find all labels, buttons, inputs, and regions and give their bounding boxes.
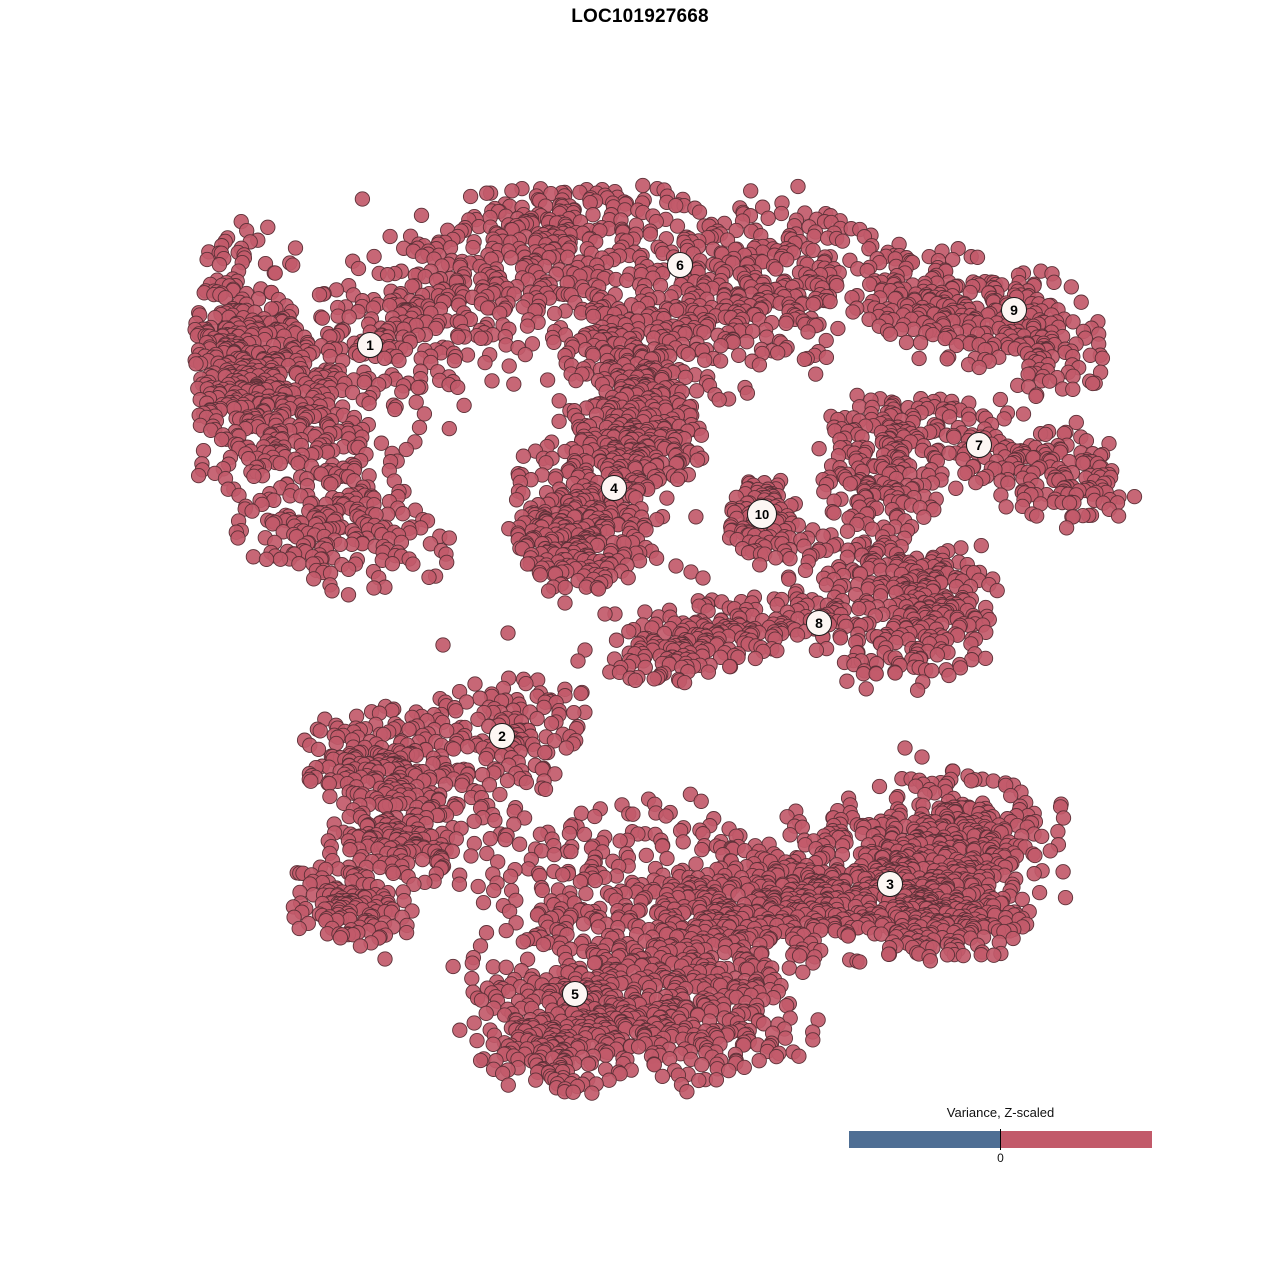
cluster-label-text: 10 (754, 506, 770, 522)
cluster-label-10[interactable]: 10 (747, 499, 777, 529)
colorbar-tick-label: 0 (997, 1151, 1004, 1165)
cluster-label-7[interactable]: 7 (966, 432, 992, 458)
cluster-label-text: 2 (498, 728, 506, 744)
colorbar-low-segment (849, 1131, 1001, 1148)
page-title: LOC101927668 (571, 6, 709, 27)
cluster-label-text: 5 (571, 986, 579, 1002)
cluster-label-text: 8 (815, 615, 823, 631)
cluster-label-text: 6 (676, 257, 684, 273)
colorbar-high-segment (1000, 1131, 1152, 1148)
colorbar-tick-mark (999, 1129, 1002, 1150)
cluster-label-5[interactable]: 5 (562, 981, 588, 1007)
cluster-label-text: 9 (1010, 302, 1018, 318)
cluster-label-6[interactable]: 6 (667, 252, 693, 278)
colorbar-legend: Variance, Z-scaled 0 (849, 1105, 1152, 1168)
cluster-label-9[interactable]: 9 (1001, 297, 1027, 323)
cluster-label-8[interactable]: 8 (806, 610, 832, 636)
cluster-label-text: 3 (886, 876, 894, 892)
cluster-label-2[interactable]: 2 (489, 723, 515, 749)
cluster-label-text: 7 (975, 437, 983, 453)
cluster-label-4[interactable]: 4 (601, 475, 627, 501)
cluster-label-text: 1 (366, 337, 374, 353)
cluster-label-3[interactable]: 3 (877, 871, 903, 897)
cluster-label-1[interactable]: 1 (357, 332, 383, 358)
colorbar-title: Variance, Z-scaled (946, 1105, 1055, 1120)
colorbar-gradient (849, 1131, 1152, 1148)
cluster-label-text: 4 (610, 480, 618, 496)
